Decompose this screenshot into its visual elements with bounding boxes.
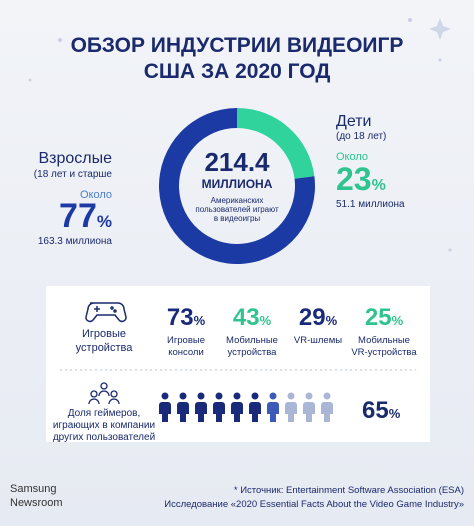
brand: Newsroom [10,497,63,509]
social-value: 65% [362,397,401,424]
devices: 73%Игровыеконсоли43%Мобильныеустройства2… [167,304,417,358]
person-head [233,392,241,400]
person-body [303,402,315,422]
device-value: 25% [365,304,404,331]
total: 214.4 [204,147,270,177]
value: 43 [233,304,260,331]
gamepad-icon [85,302,127,323]
unit: % [194,313,206,328]
unit: % [97,212,112,231]
decoration [28,18,452,252]
person-body [267,402,279,422]
person-body [249,402,261,422]
person-head [215,392,223,400]
device-value: 73% [167,304,206,331]
unit: % [389,406,401,421]
segment-count: 51.1 миллиона [336,199,405,210]
device-label: консоли [168,347,204,358]
person-body [231,402,243,422]
device-label: устройства [228,347,278,358]
value: 73 [167,304,194,331]
value: 25 [365,304,392,331]
caption: пользователей играют [195,205,279,214]
total-unit: МИЛЛИОНА [202,177,273,191]
device-label: Игровые [167,335,205,346]
people-icon [88,382,120,405]
device-label: Мобильные [226,335,278,346]
unit: % [326,313,338,328]
device-label: VR-шлемы [294,335,342,346]
section-label: Доля геймеров, [68,408,140,419]
person-body [213,402,225,422]
source: Исследование «2020 Essential Facts About… [164,499,464,510]
device-label: VR-устройства [351,347,417,358]
value: 29 [299,304,326,331]
segment-name: Дети [336,113,371,130]
donut [158,108,315,264]
people [159,392,333,422]
segment-note: (18 лет и старше [34,169,113,180]
caption: Американских [211,196,264,205]
unit: % [260,313,272,328]
caption: в видеоигры [214,214,261,223]
person-body [285,402,297,422]
segment-value: 77% [59,197,112,235]
value: 65 [362,397,389,424]
segment-prefix: Около [336,151,368,163]
section-label: других пользователей [53,432,155,443]
unit: % [372,177,386,194]
person-head [305,392,313,400]
segment-value: 23% [336,161,386,197]
section-label: устройства [76,342,134,354]
donut-segment [237,108,315,179]
brand: Samsung [10,483,56,495]
person-head [161,392,169,400]
section-label: играющих в компании [53,420,155,431]
device-value: 43% [233,304,272,331]
person-head [287,392,295,400]
segment-name: Взрослые [38,150,112,167]
segment-note: (до 18 лет) [336,131,386,142]
value: 77 [59,197,97,235]
person-head [269,392,277,400]
device-label: Мобильные [358,335,410,346]
value: 23 [336,161,372,197]
person-head [251,392,259,400]
person-body [195,402,207,422]
title: ОБЗОР ИНДУСТРИИ ВИДЕОИГР [71,34,404,57]
person-head [179,392,187,400]
person-body [159,402,171,422]
segment-count: 163.3 миллиона [38,236,113,247]
unit: % [392,313,404,328]
person-body [321,402,333,422]
device-value: 29% [299,304,338,331]
person-head [197,392,205,400]
title: США ЗА 2020 ГОД [144,60,331,83]
person-body [177,402,189,422]
section-label: Игровые [82,328,126,340]
person-head [323,392,331,400]
segment-prefix: Около [80,189,112,201]
source: * Источник: Entertainment Software Assoc… [234,485,464,496]
